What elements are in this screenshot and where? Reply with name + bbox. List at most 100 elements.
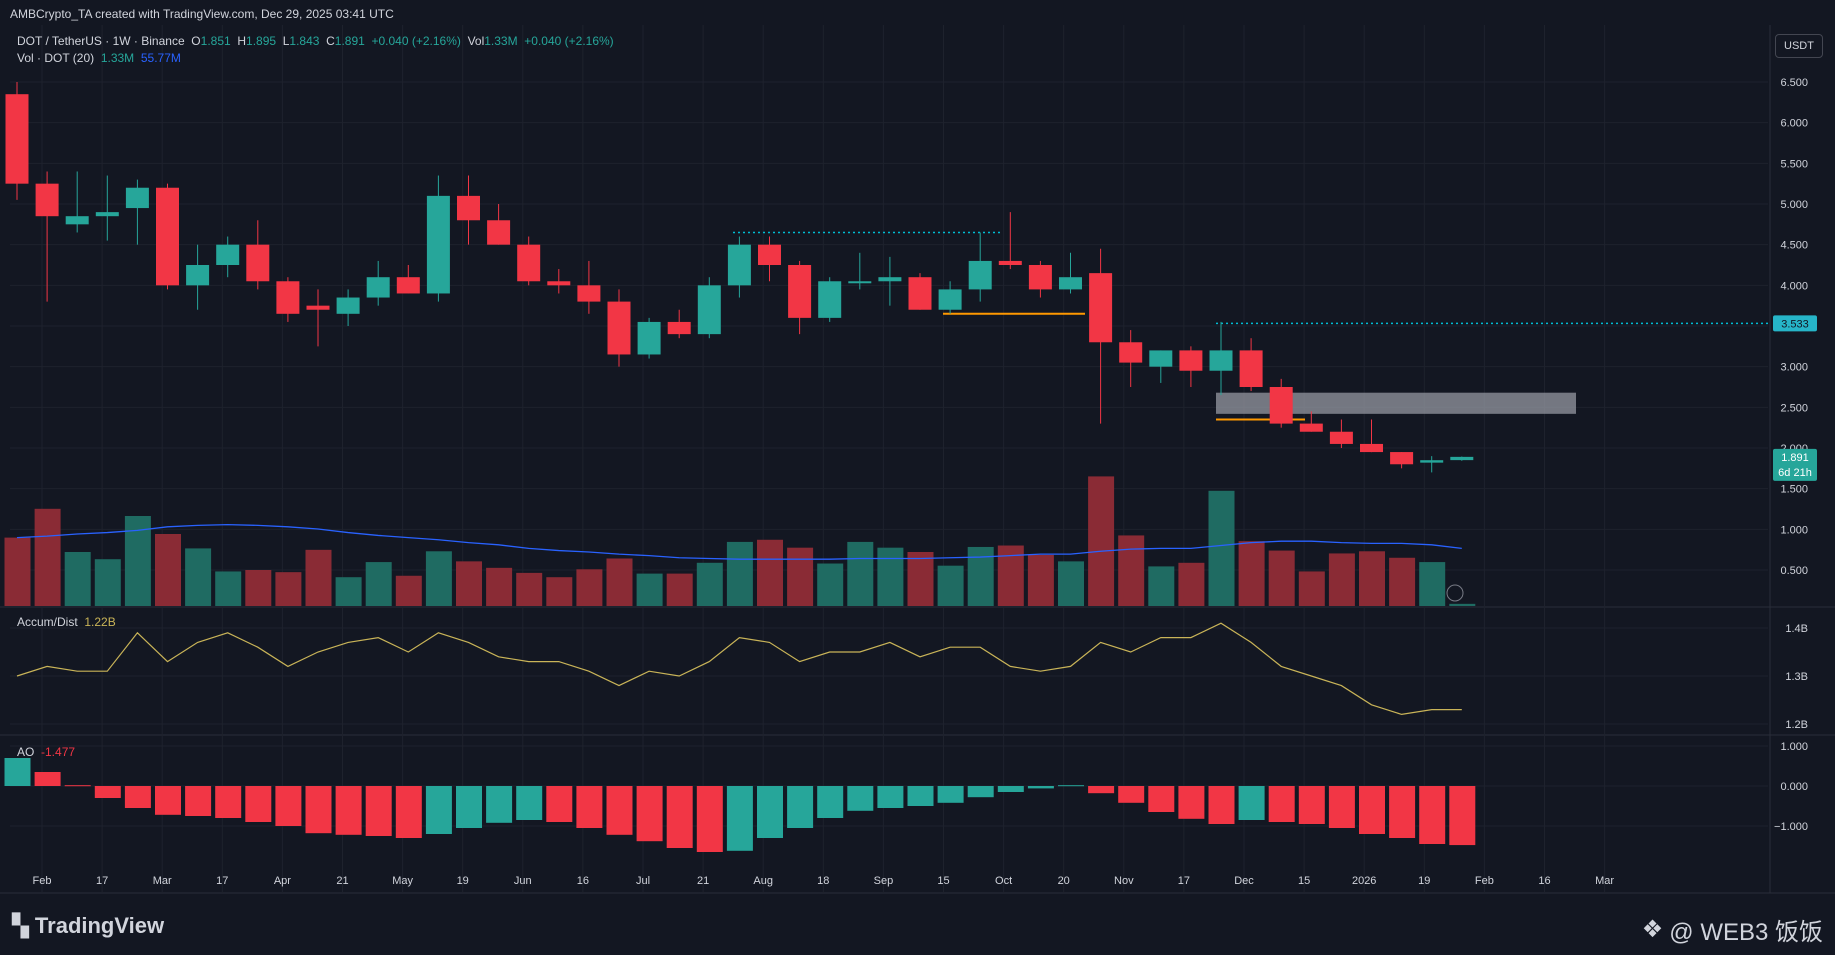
candle-body — [1299, 423, 1323, 432]
volume-bar — [395, 575, 422, 606]
volume-bar — [1268, 550, 1295, 606]
price-tick-label: 2.500 — [1780, 402, 1808, 414]
diamond-icon: ❖ — [1641, 916, 1664, 943]
price-tick-label: 5.000 — [1780, 199, 1808, 211]
candle-body — [1360, 443, 1383, 453]
candle-body — [487, 220, 511, 245]
time-tick-label: Feb — [33, 875, 52, 887]
price-tick-label: 3.000 — [1780, 362, 1808, 374]
countdown-text: 6d 21h — [1778, 467, 1812, 479]
time-tick-label: Mar — [1595, 875, 1614, 887]
low-label: L — [282, 34, 290, 48]
volume-bar — [4, 537, 31, 606]
ao-bar — [1268, 786, 1295, 822]
candle-body — [1209, 350, 1233, 371]
ao-bar — [967, 786, 994, 798]
ao-bar — [124, 786, 151, 808]
time-tick-label: Mar — [153, 875, 172, 887]
candle-body — [65, 216, 89, 225]
candle-body — [818, 281, 842, 318]
ao-bar — [817, 786, 844, 818]
close-value: 1.891 — [334, 34, 365, 48]
candle-body — [517, 244, 541, 282]
volume-bar — [1359, 551, 1385, 606]
volume-bar — [425, 551, 452, 606]
candle-body — [1179, 350, 1203, 371]
candle-body — [306, 305, 330, 310]
ao-bar — [1359, 786, 1385, 834]
candle-body — [396, 277, 420, 294]
candle-body — [1450, 456, 1474, 461]
annotations — [733, 231, 1768, 421]
ad-tick-label: 1.4B — [1785, 623, 1808, 635]
ao-bar — [4, 758, 31, 786]
candle-body — [1420, 460, 1444, 463]
candle-body — [788, 265, 812, 318]
price-tick-label: 5.500 — [1780, 158, 1808, 170]
candle-body — [938, 289, 962, 310]
tv-logo-icon: ▚ — [12, 913, 29, 938]
candle-body — [5, 94, 29, 184]
volume-bar — [1419, 562, 1446, 606]
last-price-text: 1.891 — [1781, 452, 1809, 464]
candle-body — [758, 244, 781, 265]
time-tick-label: Oct — [995, 875, 1012, 887]
candle-body — [547, 281, 571, 286]
time-tick-label: 19 — [457, 875, 469, 887]
ao-bar — [1449, 786, 1476, 846]
time-tick-label: Jul — [636, 875, 650, 887]
volume-bar — [636, 573, 663, 606]
ao-bar — [1027, 786, 1054, 789]
candle-body — [1028, 265, 1052, 290]
candle-body — [1329, 431, 1353, 444]
vol-change-value: +0.040 (+2.16%) — [524, 34, 614, 48]
candle-body — [336, 297, 360, 314]
high-value: 1.895 — [246, 34, 277, 48]
volume-bar — [726, 541, 753, 606]
volume-bar — [877, 547, 904, 606]
volume-bar — [185, 548, 212, 606]
candle-body — [95, 212, 119, 217]
ao-bar — [1088, 786, 1115, 794]
time-tick-label: May — [392, 875, 413, 887]
currency-button[interactable]: USDT — [1775, 34, 1823, 58]
watermark: ❖ @ WEB3 饭饭 — [1642, 912, 1823, 947]
axes: 6.5006.0005.5005.0004.5004.0003.5003.000… — [33, 77, 1817, 887]
lightning-icon — [1446, 584, 1464, 602]
accum-dist-value: 1.22B — [84, 615, 116, 629]
volume-bar — [757, 539, 783, 606]
ao-tick-label: −1.000 — [1774, 821, 1808, 833]
price-tick-label: 0.500 — [1780, 565, 1808, 577]
ao-bar — [245, 786, 272, 822]
high-label: H — [237, 34, 247, 48]
ao-bar — [666, 786, 693, 848]
watermark-text: @ WEB3 饭饭 — [1669, 919, 1823, 946]
close-label: C — [326, 34, 335, 48]
ao-bar — [1178, 786, 1205, 819]
time-tick-label: Jun — [514, 875, 532, 887]
level-badge — [1773, 315, 1817, 332]
volume-bar — [1027, 554, 1054, 606]
ad-tick-label: 1.3B — [1785, 671, 1808, 683]
candle-body — [667, 321, 691, 335]
candle-body — [1269, 387, 1293, 424]
candle-body — [186, 265, 210, 286]
time-tick-label: 21 — [336, 875, 348, 887]
volume-bar — [1058, 561, 1084, 606]
candle-body — [1149, 350, 1173, 367]
volume-legend: Vol · DOT (20) 1.33M 55.77M — [17, 51, 181, 65]
volume-bar — [155, 534, 181, 606]
volume-bar — [335, 577, 362, 606]
attribution-text: AMBCrypto_TA created with TradingView.co… — [10, 7, 394, 21]
ao-bar — [576, 786, 603, 828]
volume-bar — [275, 572, 302, 606]
ao-bar — [1419, 786, 1446, 844]
ao-bar — [425, 786, 452, 834]
vol-indicator-v1: 1.33M — [100, 51, 135, 65]
candle-body — [908, 277, 932, 310]
level-badge-text: 3.533 — [1781, 318, 1809, 330]
volume-bar — [94, 559, 121, 606]
tradingview-logo: ▚ TradingView — [12, 913, 164, 939]
ao-bar — [486, 786, 513, 823]
